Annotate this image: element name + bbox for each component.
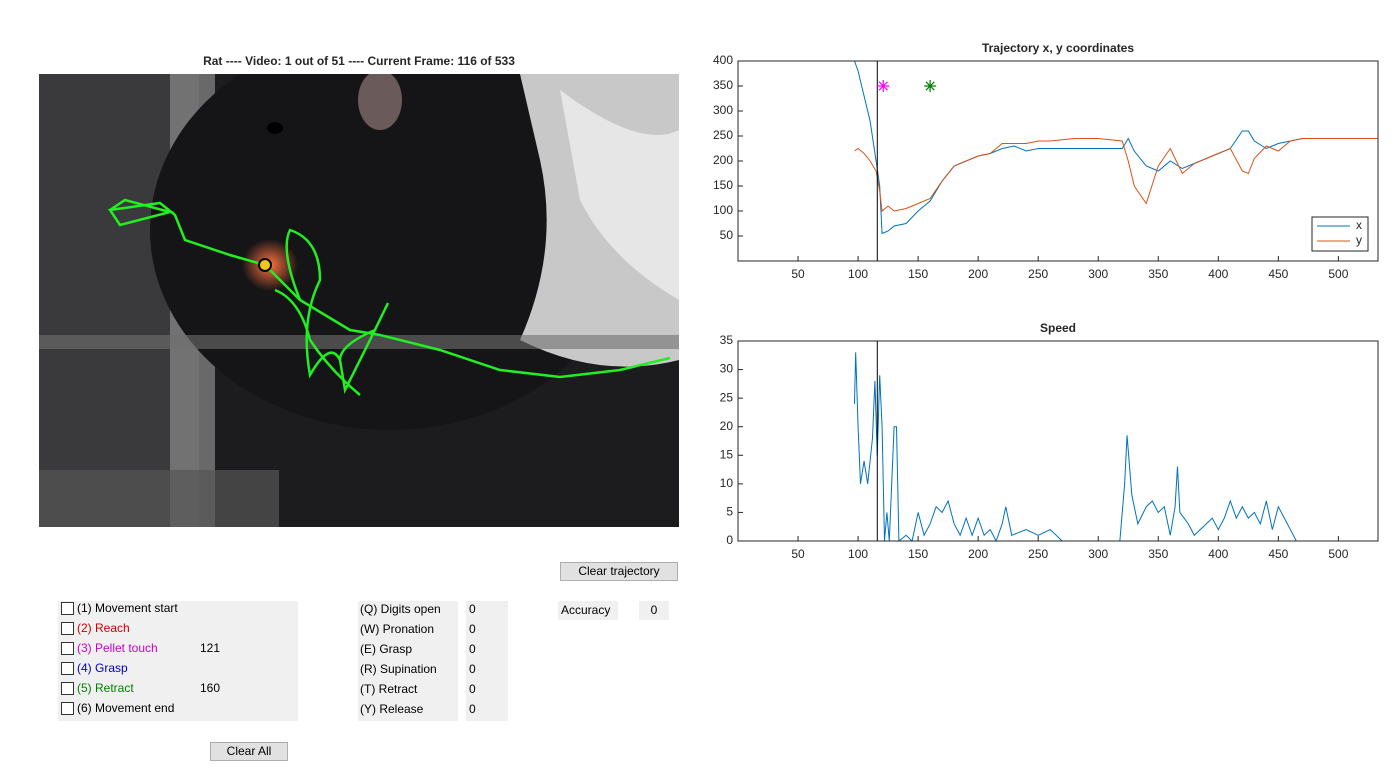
clear-trajectory-button[interactable]: Clear trajectory	[560, 562, 678, 581]
event-label: (5) Retract	[77, 681, 134, 695]
y-tick-label: 200	[713, 153, 733, 167]
axes-box	[737, 340, 1379, 542]
quality-value[interactable]: 0	[469, 702, 476, 716]
chart-title: Trajectory x, y coordinates	[982, 41, 1134, 55]
data-line	[853, 352, 1378, 541]
legend-label: x	[1356, 218, 1362, 232]
x-tick-label: 400	[1208, 547, 1228, 561]
y-tick-label: 15	[720, 447, 734, 461]
event-row: (5) Retract 160	[61, 678, 296, 698]
y-tick-label: 5	[726, 505, 733, 519]
axes-box	[737, 60, 1379, 262]
data-line	[854, 138, 1378, 212]
event-frame: 160	[200, 681, 221, 695]
quality-label: (Q) Digits open	[360, 602, 441, 616]
event-label: (2) Reach	[77, 621, 130, 635]
y-tick-label: 25	[720, 390, 734, 404]
data-line	[853, 61, 1378, 235]
quality-value[interactable]: 0	[469, 622, 476, 636]
plot-area	[853, 61, 1378, 235]
y-tick-label: 20	[720, 419, 734, 433]
quality-label: (T) Retract	[360, 682, 418, 696]
y-tick-label: 300	[713, 103, 733, 117]
x-tick-label: 400	[1208, 267, 1228, 281]
event-label: (6) Movement end	[77, 701, 175, 715]
x-tick-label: 250	[1028, 547, 1048, 561]
checkbox[interactable]	[61, 682, 74, 695]
x-tick-label: 350	[1148, 547, 1168, 561]
y-tick-label: 400	[713, 53, 733, 67]
accuracy-value[interactable]: 0	[639, 601, 669, 620]
event-row: (2) Reach	[61, 618, 296, 638]
x-tick-label: 350	[1148, 267, 1168, 281]
y-tick-label: 0	[726, 533, 733, 547]
event-panel: (1) Movement start (2) Reach (3) Pellet to…	[58, 601, 298, 721]
chart-title: Speed	[1040, 321, 1076, 335]
quality-label: (R) Supination	[360, 662, 437, 676]
event-marker	[924, 80, 937, 92]
quality-value[interactable]: 0	[469, 642, 476, 656]
checkbox[interactable]	[61, 702, 74, 715]
x-tick-label: 450	[1268, 267, 1288, 281]
axes-background	[738, 341, 1378, 541]
y-tick-label: 35	[720, 333, 734, 347]
x-tick-label: 150	[908, 547, 928, 561]
x-tick-label: 200	[968, 547, 988, 561]
y-tick-label: 150	[713, 178, 733, 192]
quality-list: (Q) Digits open 0 (W) Pronation 0 (E) Grasp 0…	[358, 601, 518, 721]
clear-all-button[interactable]: Clear All	[210, 742, 288, 761]
quality-value[interactable]: 0	[469, 682, 476, 696]
event-row: (4) Grasp	[61, 658, 296, 678]
quality-label: (E) Grasp	[360, 642, 413, 656]
event-row: (3) Pellet touch 121	[61, 638, 296, 658]
y-tick-label: 100	[713, 203, 733, 217]
quality-value[interactable]: 0	[469, 662, 476, 676]
y-tick-label: 250	[713, 128, 733, 142]
quality-value-panel	[466, 601, 508, 721]
quality-label-panel	[358, 601, 458, 721]
x-tick-label: 150	[908, 267, 928, 281]
event-row: (6) Movement end	[61, 698, 296, 718]
checkbox[interactable]	[61, 662, 74, 675]
legend-label: y	[1356, 233, 1362, 247]
x-tick-label: 50	[791, 267, 805, 281]
event-label: (4) Grasp	[77, 661, 128, 675]
accuracy-label: Accuracy	[558, 601, 618, 620]
video-frame	[39, 74, 679, 527]
x-tick-label: 300	[1088, 267, 1108, 281]
y-tick-label: 10	[720, 476, 734, 490]
x-tick-label: 50	[791, 547, 805, 561]
legend-box	[1311, 216, 1369, 252]
x-tick-label: 450	[1268, 547, 1288, 561]
quality-label: (Y) Release	[360, 702, 424, 716]
event-label: (3) Pellet touch	[77, 641, 158, 655]
x-tick-label: 500	[1328, 547, 1348, 561]
video-title: Rat ---- Video: 1 out of 51 ---- Current…	[203, 54, 515, 68]
x-tick-label: 500	[1328, 267, 1348, 281]
checkbox[interactable]	[61, 622, 74, 635]
checkbox[interactable]	[61, 642, 74, 655]
axes-background	[738, 61, 1378, 261]
checkbox[interactable]	[61, 602, 74, 615]
x-tick-label: 300	[1088, 547, 1108, 561]
event-label: (1) Movement start	[77, 601, 178, 615]
event-row: (1) Movement start	[61, 598, 296, 618]
x-tick-label: 100	[848, 267, 868, 281]
quality-label: (W) Pronation	[360, 622, 435, 636]
quality-value[interactable]: 0	[469, 602, 476, 616]
y-tick-label: 50	[720, 228, 734, 242]
x-tick-label: 250	[1028, 267, 1048, 281]
event-marker	[877, 80, 890, 92]
x-tick-label: 200	[968, 267, 988, 281]
y-tick-label: 350	[713, 78, 733, 92]
event-frame: 121	[200, 641, 221, 655]
y-tick-label: 30	[720, 362, 734, 376]
plot-area	[853, 352, 1378, 541]
x-tick-label: 100	[848, 547, 868, 561]
